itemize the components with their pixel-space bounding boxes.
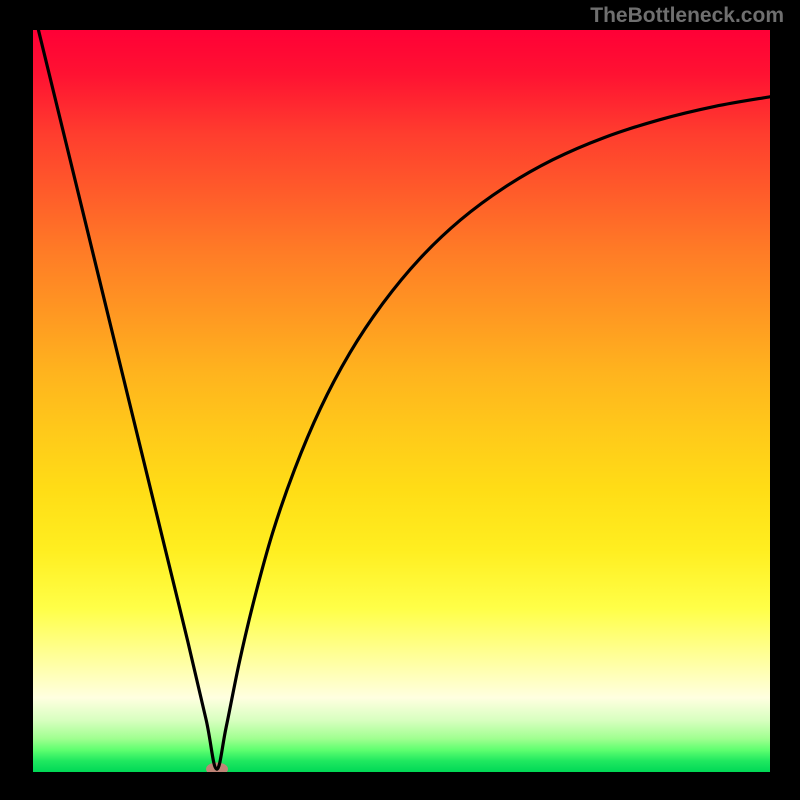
plot-area <box>33 30 770 772</box>
watermark-text: TheBottleneck.com <box>590 4 784 28</box>
bottleneck-curve <box>33 30 770 772</box>
curve-path <box>33 30 770 769</box>
